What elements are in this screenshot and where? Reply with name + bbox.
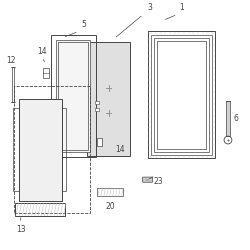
Bar	[154, 38, 209, 152]
Text: 14: 14	[115, 145, 125, 154]
Text: 6: 6	[234, 114, 238, 122]
Bar	[62, 108, 66, 191]
Text: 23: 23	[153, 177, 163, 186]
Text: 20: 20	[106, 202, 115, 211]
Text: 14: 14	[37, 47, 47, 56]
Bar	[50, 35, 96, 157]
Bar	[87, 42, 130, 156]
Bar	[14, 108, 19, 191]
Bar	[19, 98, 61, 201]
Text: 12: 12	[7, 56, 16, 65]
Bar	[43, 68, 49, 78]
Text: 13: 13	[16, 226, 26, 234]
Bar	[15, 203, 65, 216]
Bar	[151, 35, 212, 155]
Bar	[12, 67, 14, 102]
Bar	[58, 42, 88, 150]
Text: 5: 5	[81, 20, 86, 29]
Text: 3: 3	[147, 3, 152, 12]
Bar	[226, 101, 230, 136]
FancyBboxPatch shape	[142, 177, 152, 182]
Bar	[14, 86, 90, 213]
Bar	[148, 32, 215, 158]
Text: 1: 1	[179, 3, 184, 12]
Bar	[94, 101, 99, 104]
Bar	[158, 41, 206, 149]
Bar	[97, 138, 102, 146]
Bar	[94, 108, 99, 112]
Bar	[56, 40, 90, 152]
Bar	[97, 188, 122, 196]
